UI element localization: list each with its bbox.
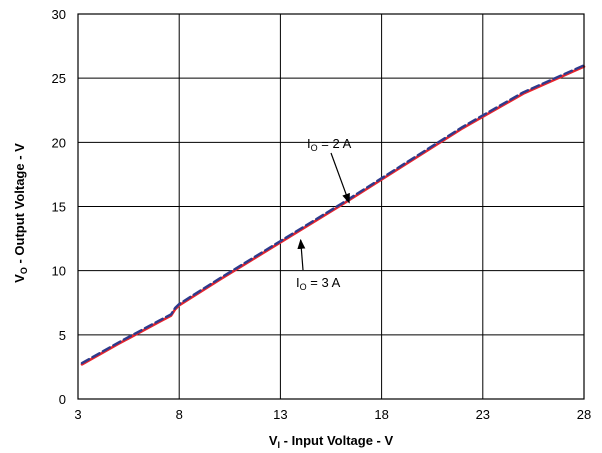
series-line-0 [80,64,586,365]
annotation-label-main: I [307,136,311,151]
x-axis-label-main: V [269,433,278,448]
plot-frame [77,13,585,400]
annotation-label-sub: O [311,143,318,153]
annotation-arrow [297,238,306,271]
y-tick-label: 5 [59,328,66,343]
annotation-arrow [330,152,350,204]
annotation-label-sub: O [300,282,307,292]
y-axis-label-main: V [12,274,27,283]
x-tick-labels: 3 8 13 18 23 28 [74,407,591,422]
x-tick-label: 13 [273,407,287,422]
x-tick-label: 3 [74,407,81,422]
annotation-label: IO = 2 A [307,136,352,153]
annotation-label-main: I [296,275,300,290]
series-group [80,64,586,366]
y-tick-label: 25 [52,71,66,86]
y-tick-label: 20 [52,135,66,150]
annotation-label-rest: = 2 A [318,136,352,151]
x-axis-label-sub: I [278,440,281,450]
series-line-1 [80,65,586,366]
y-tick-label: 0 [59,392,66,407]
y-axis-label: VO - Output Voltage - V [12,143,29,283]
y-tick-labels: 0 5 10 15 20 25 30 [52,7,66,407]
x-axis-label-rest: - Input Voltage - V [280,433,393,448]
y-tick-label: 30 [52,7,66,22]
x-tick-label: 8 [176,407,183,422]
x-tick-label: 18 [374,407,388,422]
y-axis-label-sub: O [19,267,29,274]
annotation-label: IO = 3 A [296,275,341,292]
y-tick-label: 10 [52,264,66,279]
x-tick-label: 28 [577,407,591,422]
x-axis-label: VI - Input Voltage - V [269,433,394,450]
y-tick-label: 15 [52,200,66,215]
x-tick-label: 23 [476,407,490,422]
annotation-label-rest: = 3 A [307,275,341,290]
y-axis-label-rest: - Output Voltage - V [12,143,27,267]
grid [78,14,584,399]
annotations: IO = 2 AIO = 3 A [296,136,352,292]
